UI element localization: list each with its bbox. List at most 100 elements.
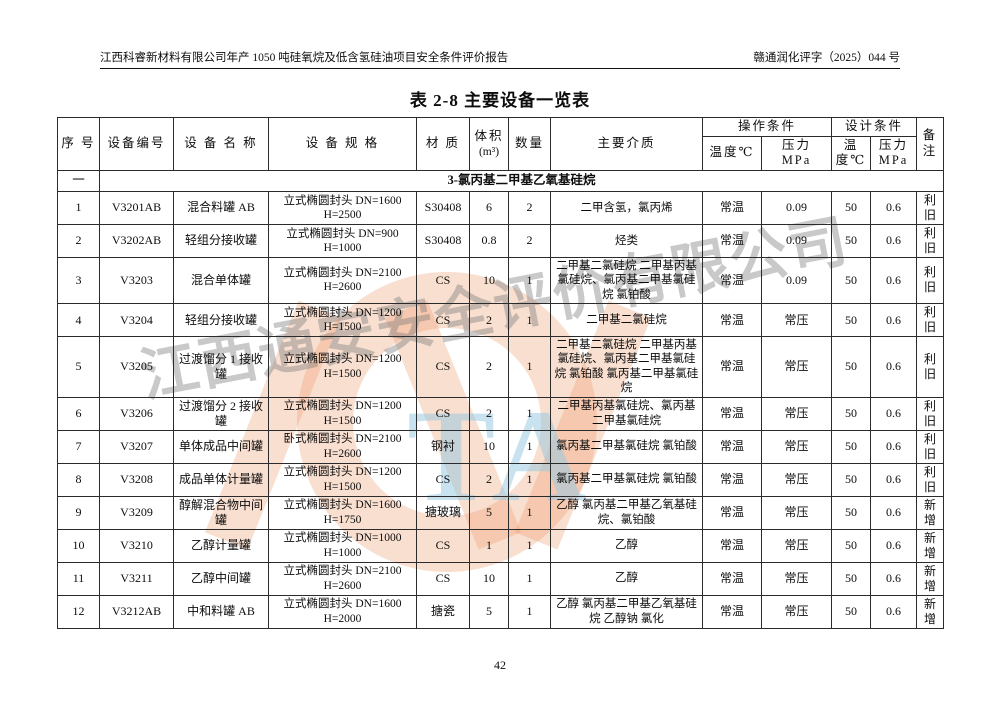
cell-material: 搪玻璃 (416, 495, 470, 530)
remark-char: 增 (924, 578, 937, 593)
table-section-row: 一 3-氯丙基二甲基乙氧基硅烷 (57, 169, 945, 192)
table-row: 11 V3211 乙醇中间罐 立式椭圆封头 DN=2100 H=2600 CS 10 1 乙醇常… (57, 561, 945, 596)
cell-seq: 2 (57, 223, 100, 258)
cell-operating-temperature: 常温 (702, 462, 762, 497)
col-header-volume: 体积 (m³) (469, 117, 509, 171)
spec-line-1: 立式椭圆封头 DN=1000 (283, 532, 402, 545)
remark-char: 新 (924, 497, 937, 512)
cell-design-temperature: 50 (831, 303, 872, 337)
cell-material: CS (416, 303, 470, 337)
cell-design-temperature: 50 (831, 190, 872, 225)
cell-remark: 新增 (916, 594, 945, 629)
spec-line-1: 立式椭圆封头 DN=1600 (283, 194, 402, 207)
cell-main-media: 二甲基二氯硅烷 二甲基丙基氯硅烷、氯丙基二甲基氯硅烷 氯铂酸 (550, 256, 703, 305)
cell-main-media: 二甲基二氯硅烷 (550, 303, 703, 337)
cell-material: S30408 (416, 223, 470, 258)
cell-quantity: 1 (508, 256, 551, 305)
table-row: 10 V3210 乙醇计量罐 立式椭圆封头 DN=1000 H=1000 CS 1 1 乙醇 常温… (57, 528, 945, 563)
cell-volume: 2 (469, 396, 509, 431)
spec-line-2: H=1500 (323, 321, 362, 333)
spec-line-2: H=1750 (323, 513, 362, 526)
cell-equipment-code: V3206 (99, 396, 174, 431)
cell-equipment-name: 乙醇计量罐 (173, 528, 269, 563)
remark-char: 旧 (924, 207, 937, 222)
cell-design-pressure: 0.6 (870, 594, 918, 629)
running-header-left: 江西科睿新材料有限公司年产 1050 吨硅氧烷及低含氢硅油项目安全条件评价报告 (100, 52, 509, 64)
cell-quantity: 1 (508, 303, 551, 337)
cell-design-temperature: 50 (831, 429, 872, 464)
col-header-volume-unit: (m³) (478, 145, 500, 158)
cell-quantity: 1 (508, 495, 551, 530)
cell-operating-temperature: 常温 (702, 190, 762, 225)
cell-seq: 8 (57, 462, 100, 497)
cell-operating-temperature: 常温 (702, 561, 762, 596)
cell-specification: 立式椭圆封头 DN=1600 H=2500 (268, 190, 417, 225)
spec-line-1: 立式椭圆封头 DN=1600 (283, 598, 402, 611)
remark-char: 旧 (924, 479, 937, 494)
cell-seq: 4 (57, 303, 100, 337)
cell-operating-pressure: 常压 (760, 429, 833, 464)
col-header-volume-label: 体积 (474, 128, 504, 143)
col-header-code: 设备编号 (99, 117, 174, 171)
cell-operating-pressure: 常压 (760, 561, 833, 596)
cell-design-temperature: 50 (831, 336, 872, 398)
cell-specification: 立式椭圆封头 DN=1200 H=1500 (268, 336, 417, 398)
cell-material: 搪瓷 (416, 594, 470, 629)
cell-seq: 11 (57, 561, 100, 596)
cell-design-pressure: 0.6 (870, 429, 918, 464)
spec-line-2: H=2000 (323, 612, 362, 625)
col-header-design-pressure-line1: 压力 (879, 137, 909, 152)
table-row: 7 V3207 单体成品中间罐 卧式椭圆封头 DN=2100 H=2600 钢衬 10 1 氯丙… (57, 429, 945, 464)
cell-equipment-code: V3205 (99, 336, 174, 398)
spec-line-1: 立式椭圆封头 DN=2100 (283, 267, 402, 280)
cell-design-pressure: 0.6 (870, 396, 918, 431)
col-header-design-temp: 温 度℃ (831, 135, 872, 171)
cell-operating-temperature: 常温 (702, 303, 762, 337)
col-header-remark: 备 注 (916, 117, 945, 171)
col-header-spec: 设 备 规 格 (268, 117, 417, 171)
cell-remark: 利旧 (916, 336, 945, 398)
remark-char: 利 (924, 398, 937, 413)
col-header-qty: 数量 (508, 117, 551, 171)
cell-remark: 利旧 (916, 223, 945, 258)
table-row: 9 V3209 醇解混合物中间罐 立式椭圆封头 DN=1600 H=1750 搪玻璃 5 1 乙… (57, 495, 945, 530)
remark-char: 新 (924, 530, 937, 545)
remark-char: 利 (924, 464, 937, 479)
cell-equipment-name: 轻组分接收罐 (173, 223, 269, 258)
spec-line-1: 立式椭圆封头 DN=1200 (283, 466, 402, 479)
spec-line-1: 卧式椭圆封头 DN=2100 (283, 433, 402, 446)
cell-equipment-name: 过渡馏分 2 接收罐 (173, 396, 269, 431)
cell-material: CS (416, 462, 470, 497)
cell-design-pressure: 0.6 (870, 223, 918, 258)
cell-design-temperature: 50 (831, 594, 872, 629)
cell-specification: 立式椭圆封头 DN=1600 H=2000 (268, 594, 417, 629)
remark-char: 利 (924, 225, 937, 240)
spec-line-2: H=1000 (323, 546, 362, 559)
cell-design-temperature: 50 (831, 495, 872, 530)
cell-equipment-code: V3207 (99, 429, 174, 464)
cell-main-media: 二甲含氢，氯丙烯 (550, 190, 703, 225)
cell-design-temperature: 50 (831, 396, 872, 431)
cell-material: 钢衬 (416, 429, 470, 464)
cell-design-temperature: 50 (831, 528, 872, 563)
cell-specification: 立式椭圆封头 DN=2100 H=2600 (268, 561, 417, 596)
cell-main-media: 二甲基二氯硅烷 二甲基丙基氯硅烷、氯丙基二甲基氯硅烷 氯铂酸 氯丙基二甲基氯硅烷 (550, 336, 703, 398)
cell-equipment-name: 轻组分接收罐 (173, 303, 269, 337)
cell-specification: 卧式椭圆封头 DN=2100 H=2600 (268, 429, 417, 464)
spec-line-1: 立式椭圆封头 DN=1200 (283, 306, 402, 319)
cell-seq: 12 (57, 594, 100, 629)
cell-operating-temperature: 常温 (702, 396, 762, 431)
spec-line-2: H=2600 (323, 281, 362, 294)
cell-quantity: 2 (508, 190, 551, 225)
cell-operating-pressure: 常压 (760, 594, 833, 629)
table-title: 表 2-8 主要设备一览表 (409, 91, 591, 110)
cell-specification: 立式椭圆封头 DN=1000 H=1000 (268, 528, 417, 563)
col-header-op-pressure-line2: MPa (781, 153, 812, 168)
cell-design-pressure: 0.6 (870, 256, 918, 305)
cell-volume: 2 (469, 462, 509, 497)
col-header-media: 主要介质 (550, 117, 703, 171)
cell-main-media: 乙醇 (550, 528, 703, 563)
col-header-design-pressure-line2: MPa (878, 153, 909, 168)
cell-operating-pressure: 0.09 (760, 190, 833, 225)
